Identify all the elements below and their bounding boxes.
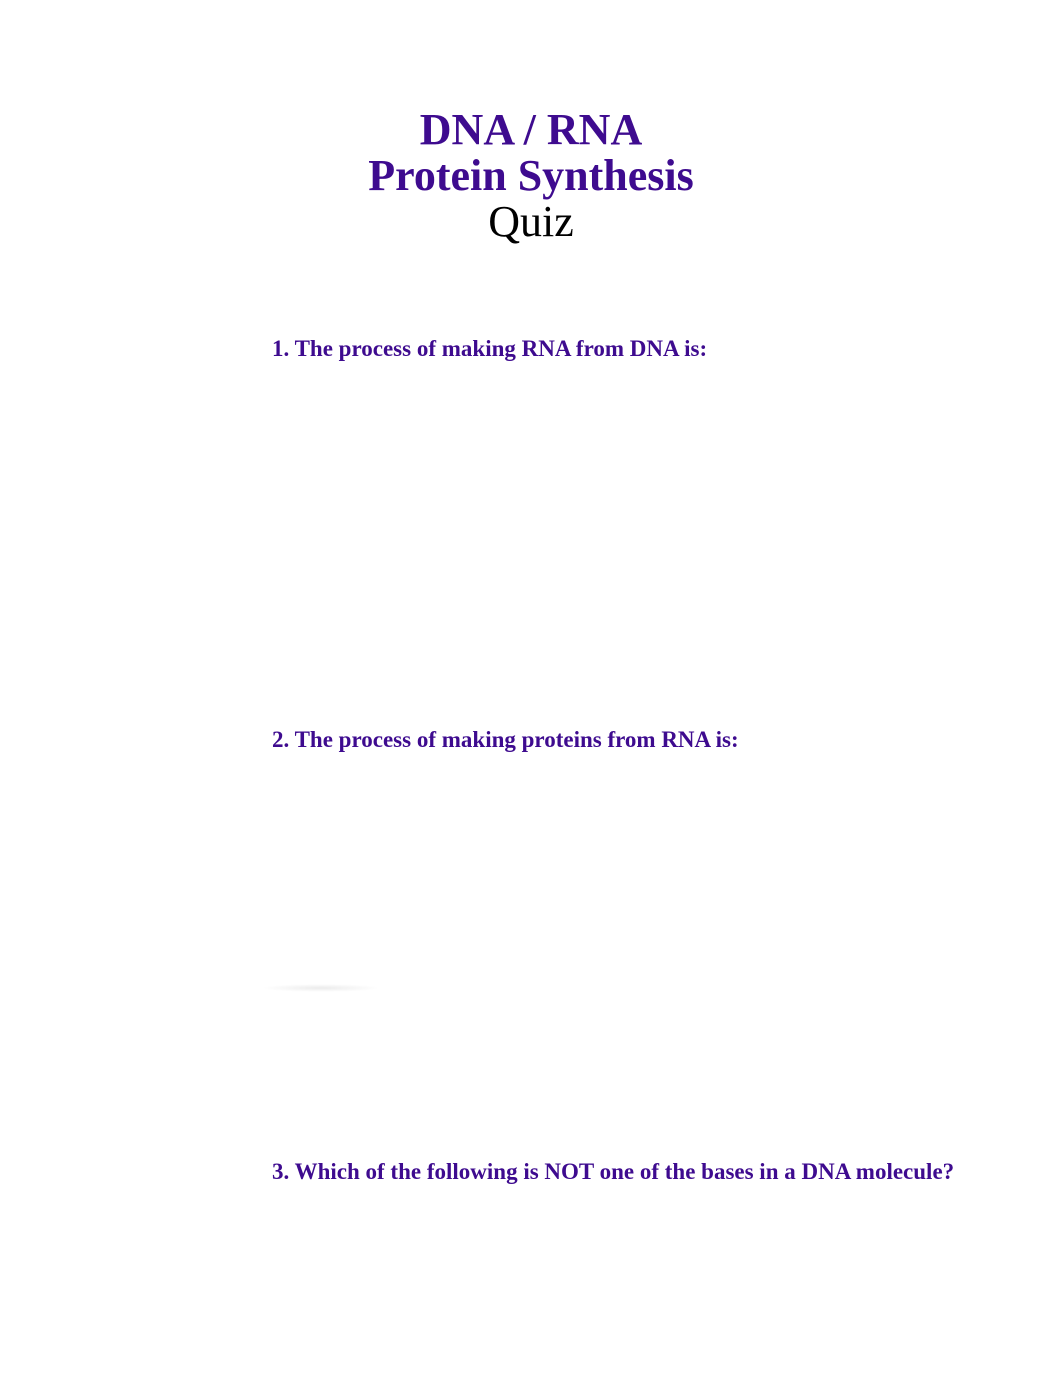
title-line-2: Protein Synthesis (0, 154, 1062, 198)
title-line-1: DNA / RNA (0, 108, 1062, 152)
title-subtitle: Quiz (0, 200, 1062, 244)
question-2: 2. The process of making proteins from R… (272, 727, 739, 753)
decorative-shadow (262, 984, 380, 992)
question-3: 3. Which of the following is NOT one of … (272, 1159, 954, 1185)
quiz-title-block: DNA / RNA Protein Synthesis Quiz (0, 0, 1062, 244)
question-1: 1. The process of making RNA from DNA is… (272, 336, 707, 362)
